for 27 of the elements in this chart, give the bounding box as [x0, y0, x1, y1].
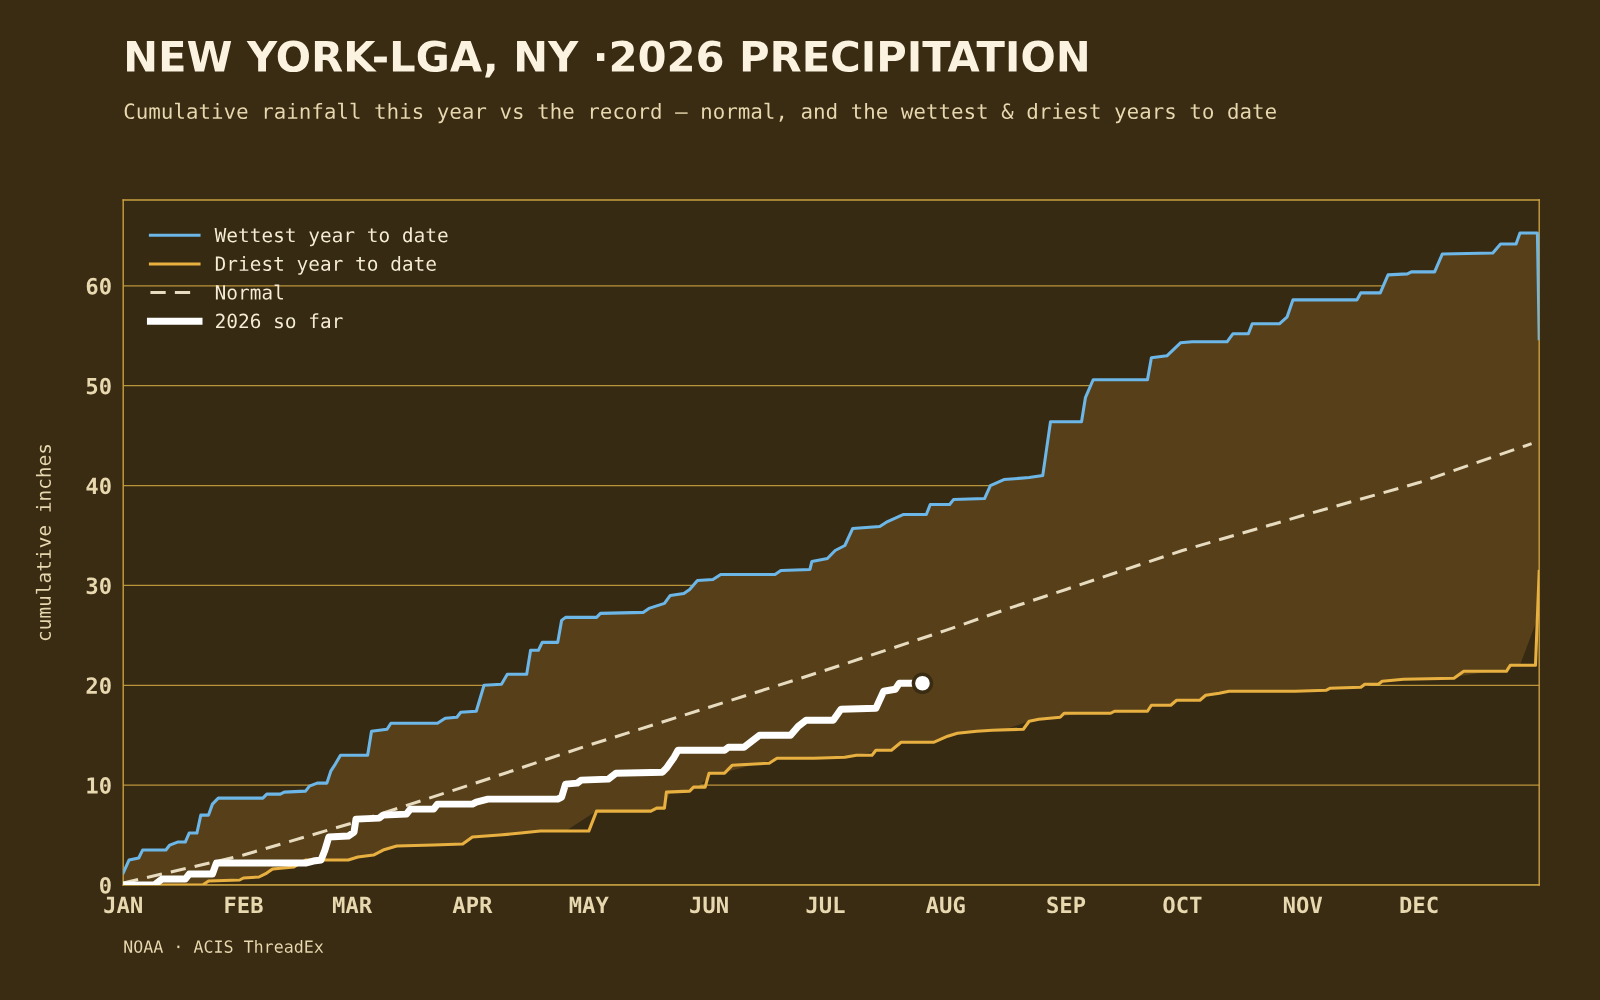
legend-label: 2026 so far	[216, 313, 343, 329]
x-tick-label: OCT	[1163, 896, 1202, 914]
chart-title: NEW YORK-LGA, NY ·2026 PRECIPITATION	[127, 40, 1087, 78]
y-tick-label: 50	[86, 377, 111, 395]
y-tick-label: 30	[86, 577, 111, 595]
x-tick-label: AUG	[926, 896, 965, 914]
x-tick-label: DEC	[1400, 896, 1438, 914]
text: NOAA · ACIS ThreadEx	[124, 939, 324, 953]
x-tick-label: APR	[452, 896, 493, 913]
legend-label: Wettest year to date	[214, 227, 448, 247]
y-tick-label: 10	[87, 777, 111, 794]
x-tick-label: JAN	[104, 896, 142, 914]
x-tick-label: MAY	[569, 896, 609, 913]
y-tick-label: 60	[86, 277, 111, 295]
y-tick-label: 20	[86, 677, 111, 695]
x-tick-label: FEB	[225, 896, 263, 913]
x-tick-label: MAR	[332, 896, 373, 913]
x-tick-label: SEP	[1047, 896, 1086, 914]
chart-subtitle: Cumulative rainfall this year vs the record — normal, and the wettest & driest years to date	[124, 102, 1276, 124]
y-tick-label: 0	[100, 876, 111, 894]
y-axis-title: cumulative inches	[35, 444, 52, 641]
legend-label: Normal	[215, 284, 283, 300]
x-tick-label: NOV	[1283, 896, 1323, 914]
legend-label: Driest year to date	[215, 255, 436, 275]
x-tick-label: JUL	[806, 896, 845, 914]
y-tick-label: 40	[86, 477, 111, 495]
x-tick-label: JUN	[690, 896, 728, 914]
